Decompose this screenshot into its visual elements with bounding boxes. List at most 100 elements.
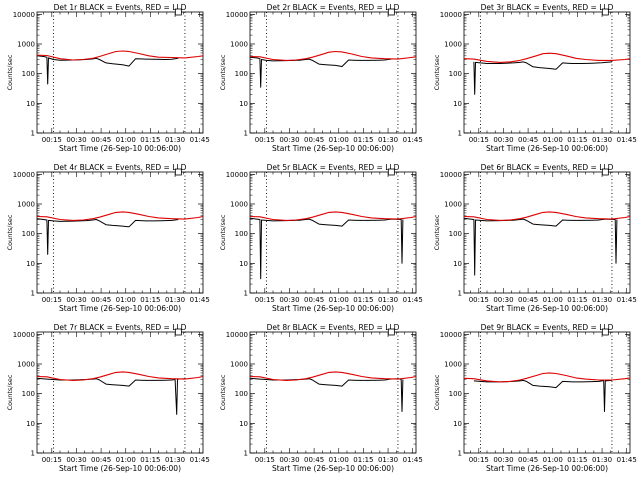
plot-frame <box>36 331 204 454</box>
panel-title: Det 1r BLACK = Events, RED = LLD <box>54 3 187 12</box>
panel-title: Det 7r BLACK = Events, RED = LLD <box>54 323 187 332</box>
y-tick-label: 100 <box>235 70 248 78</box>
x-axis-label: Start Time (26-Sep-10 00:06:00) <box>486 464 608 473</box>
y-axis-label: Counts/sec <box>433 374 441 410</box>
panel-1: Det 1r BLACK = Events, RED = LLD 1 10 100 10… <box>6 3 210 153</box>
plot-frame <box>36 11 204 134</box>
x-tick-label: 00:45 <box>304 136 324 144</box>
x-tick-label: 01:45 <box>403 456 423 464</box>
y-tick-label: 100 <box>235 230 248 238</box>
x-tick-label: 01:45 <box>403 296 423 304</box>
panel-5: Det 5r BLACK = Events, RED = LLD 1 10 100 10… <box>219 163 423 313</box>
y-tick-label: 10 <box>453 260 462 268</box>
y-axis-label: Counts/sec <box>219 54 227 90</box>
x-tick-label: 00:30 <box>493 296 513 304</box>
x-tick-label: 01:15 <box>567 296 587 304</box>
x-tick-label: 00:15 <box>42 456 62 464</box>
y-tick-label: 1 <box>31 450 35 458</box>
x-tick-label: 01:15 <box>140 456 160 464</box>
x-tick-label: 00:45 <box>91 296 111 304</box>
events-line <box>36 55 179 85</box>
x-tick-label: 01:00 <box>329 136 349 144</box>
plot-frame <box>36 171 204 294</box>
saa-flag-marker <box>387 8 395 16</box>
panel-8: Det 8r BLACK = Events, RED = LLD 1 10 100 10… <box>219 323 423 473</box>
lld-line <box>249 371 417 381</box>
x-tick-label: 01:15 <box>567 136 587 144</box>
y-tick-label: 1 <box>244 450 248 458</box>
y-tick-label: 1000 <box>17 361 35 369</box>
events-line <box>473 61 612 95</box>
x-tick-label: 01:00 <box>543 296 563 304</box>
panel-3: Det 3r BLACK = Events, RED = LLD 1 10 100 10… <box>433 3 637 153</box>
y-axis-label: Counts/sec <box>6 214 14 250</box>
x-tick-label: 01:30 <box>592 136 612 144</box>
x-axis-label: Start Time (26-Sep-10 00:06:00) <box>59 464 181 473</box>
y-tick-label: 10 <box>239 260 248 268</box>
y-tick-label: 10 <box>453 420 462 428</box>
x-tick-label: 01:00 <box>116 136 136 144</box>
x-tick-label: 01:30 <box>165 296 185 304</box>
y-tick-label: 10000 <box>440 171 462 179</box>
x-tick-label: 00:30 <box>66 296 86 304</box>
x-tick-label: 00:30 <box>66 456 86 464</box>
lld-line <box>463 211 631 221</box>
x-tick-label: 00:15 <box>42 296 62 304</box>
x-tick-label: 00:45 <box>304 296 324 304</box>
y-tick-label: 100 <box>22 390 35 398</box>
x-tick-label: 01:00 <box>329 296 349 304</box>
x-tick-label: 01:30 <box>378 456 398 464</box>
y-tick-label: 100 <box>449 230 462 238</box>
x-tick-label: 01:45 <box>403 136 423 144</box>
panel-9: Det 9r BLACK = Events, RED = LLD 1 10 100 10… <box>433 323 637 473</box>
saa-flag-marker <box>387 328 395 336</box>
x-tick-label: 01:30 <box>378 296 398 304</box>
y-tick-label: 1000 <box>444 361 462 369</box>
x-axis-label: Start Time (26-Sep-10 00:06:00) <box>272 304 394 313</box>
x-tick-label: 01:30 <box>592 456 612 464</box>
panel-2: Det 2r BLACK = Events, RED = LLD 1 10 100 10… <box>219 3 423 153</box>
y-tick-label: 10000 <box>13 11 35 19</box>
panel-title: Det 6r BLACK = Events, RED = LLD <box>481 163 614 172</box>
y-axis-label: Counts/sec <box>6 54 14 90</box>
x-tick-label: 01:00 <box>329 456 349 464</box>
panel-7: Det 7r BLACK = Events, RED = LLD 1 10 100 10… <box>6 323 210 473</box>
x-axis-label: Start Time (26-Sep-10 00:06:00) <box>486 144 608 153</box>
saa-flag-marker <box>601 168 609 176</box>
x-tick-label: 00:15 <box>469 456 489 464</box>
x-tick-label: 01:15 <box>567 456 587 464</box>
x-tick-label: 01:45 <box>617 296 637 304</box>
y-tick-label: 10000 <box>13 331 35 339</box>
y-tick-label: 10000 <box>440 331 462 339</box>
x-tick-label: 00:15 <box>255 296 275 304</box>
panel-title: Det 9r BLACK = Events, RED = LLD <box>481 323 614 332</box>
y-tick-label: 100 <box>449 70 462 78</box>
panel-title: Det 8r BLACK = Events, RED = LLD <box>267 323 400 332</box>
x-tick-label: 01:15 <box>140 136 160 144</box>
events-line <box>473 379 612 412</box>
y-axis-label: Counts/sec <box>6 374 14 410</box>
y-tick-label: 1 <box>244 290 248 298</box>
y-tick-label: 1 <box>31 290 35 298</box>
panel-title: Det 5r BLACK = Events, RED = LLD <box>267 163 400 172</box>
y-tick-label: 10000 <box>13 171 35 179</box>
x-tick-label: 00:30 <box>493 136 513 144</box>
x-tick-label: 01:30 <box>592 296 612 304</box>
y-tick-label: 10000 <box>226 11 248 19</box>
plot-frame <box>463 171 631 294</box>
y-tick-label: 10000 <box>226 171 248 179</box>
events-line <box>249 377 404 412</box>
y-tick-label: 1000 <box>17 41 35 49</box>
lld-line <box>249 50 417 61</box>
x-tick-label: 00:15 <box>255 456 275 464</box>
saa-flag-marker <box>387 168 395 176</box>
lld-line <box>249 211 417 221</box>
y-axis-label: Counts/sec <box>433 214 441 250</box>
lld-line <box>463 372 631 383</box>
x-tick-label: 01:15 <box>353 296 373 304</box>
x-tick-label: 00:15 <box>255 136 275 144</box>
x-tick-label: 00:45 <box>91 456 111 464</box>
plot-frame <box>249 11 417 134</box>
x-tick-label: 00:30 <box>493 456 513 464</box>
x-tick-label: 01:30 <box>378 136 398 144</box>
